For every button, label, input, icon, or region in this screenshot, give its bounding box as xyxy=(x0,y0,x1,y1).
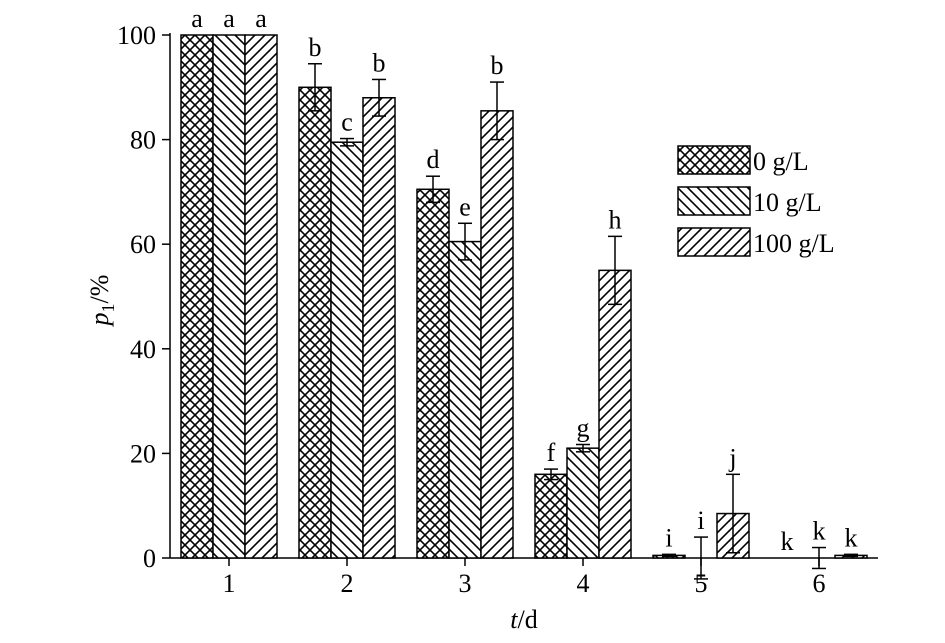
significance-letter: h xyxy=(609,205,622,234)
error-bar xyxy=(426,175,440,204)
bar xyxy=(534,473,568,559)
x-tick-label: 6 xyxy=(813,569,826,598)
significance-letter: k xyxy=(845,523,858,552)
error-bar xyxy=(662,553,676,558)
y-tick-label: 40 xyxy=(130,335,156,364)
significance-letter: i xyxy=(665,523,672,552)
bar xyxy=(480,110,514,559)
significance-letter: a xyxy=(255,4,267,33)
y-tick-label: 20 xyxy=(130,439,156,468)
y-tick-label: 60 xyxy=(130,230,156,259)
error-bar xyxy=(544,468,558,481)
error-bar xyxy=(340,137,354,147)
error-bar xyxy=(608,235,622,306)
significance-letter: b xyxy=(373,48,386,77)
significance-letter: d xyxy=(427,145,440,174)
significance-letter: k xyxy=(813,517,826,546)
legend-label: 100 g/L xyxy=(753,229,835,258)
bar xyxy=(330,141,364,559)
significance-letter: j xyxy=(728,443,736,472)
significance-letter: b xyxy=(491,51,504,80)
bar xyxy=(298,86,332,559)
bar xyxy=(566,447,600,559)
y-tick-label: 100 xyxy=(117,21,156,50)
significance-letter: k xyxy=(781,527,794,556)
significance-letter: e xyxy=(459,192,471,221)
error-bar xyxy=(576,443,590,453)
y-axis-label: p1/% xyxy=(85,275,118,328)
legend-swatch xyxy=(677,186,751,216)
x-tick-label: 3 xyxy=(459,569,472,598)
x-label-unit: /d xyxy=(518,605,538,634)
significance-letter: c xyxy=(341,108,353,137)
significance-letter: a xyxy=(223,4,235,33)
bar xyxy=(598,269,632,559)
x-tick-label: 5 xyxy=(695,569,708,598)
y-label-unit: /% xyxy=(85,275,114,304)
x-tick-label: 2 xyxy=(341,569,354,598)
bar xyxy=(244,34,278,559)
y-label-subscript: 1 xyxy=(98,303,118,312)
bar xyxy=(362,97,396,559)
error-bar xyxy=(308,63,322,112)
y-label-symbol: p xyxy=(85,312,114,327)
significance-letter: a xyxy=(191,4,203,33)
error-bar xyxy=(812,546,826,570)
bar xyxy=(180,34,214,559)
error-bar xyxy=(726,473,740,554)
error-bar xyxy=(844,553,858,558)
y-tick-label: 80 xyxy=(130,126,156,155)
error-bar xyxy=(458,222,472,261)
legend-label: 10 g/L xyxy=(753,188,822,217)
error-bar xyxy=(372,78,386,117)
significance-letter: i xyxy=(697,506,704,535)
y-tick-label: 0 xyxy=(143,544,156,573)
x-axis-label: t/d xyxy=(510,605,537,634)
error-bar xyxy=(490,81,504,141)
bar xyxy=(212,34,246,559)
significance-letter: b xyxy=(309,33,322,62)
error-bar xyxy=(694,536,708,580)
significance-letter: f xyxy=(547,438,556,467)
legend-swatch xyxy=(677,227,751,257)
bar xyxy=(448,240,482,559)
significance-letter: g xyxy=(577,414,590,443)
x-tick-label: 1 xyxy=(223,569,236,598)
legend-label: 0 g/L xyxy=(753,147,809,176)
legend-swatch xyxy=(677,145,751,175)
bar xyxy=(416,188,450,559)
x-tick-label: 4 xyxy=(577,569,590,598)
x-label-symbol: t xyxy=(510,605,518,634)
